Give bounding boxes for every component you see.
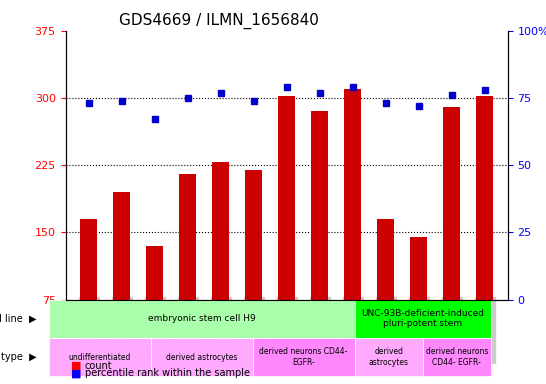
Bar (377, 219, 394, 367)
FancyBboxPatch shape (355, 300, 491, 338)
Text: derived astrocytes: derived astrocytes (166, 353, 238, 362)
Text: ■: ■ (71, 368, 81, 378)
Bar (443, 107, 460, 367)
Bar (311, 111, 328, 367)
Text: GDS4669 / ILMN_1656840: GDS4669 / ILMN_1656840 (118, 13, 318, 29)
Bar (477, 96, 493, 367)
Text: UNC-93B-deficient-induced
pluri­potent stem: UNC-93B-deficient-induced pluri­potent s… (361, 309, 484, 328)
Bar (180, 174, 196, 367)
Text: cell line  ▶: cell line ▶ (0, 314, 37, 324)
Bar (146, 246, 163, 367)
Text: undifferentiated: undifferentiated (68, 353, 130, 362)
Bar (278, 96, 295, 367)
Text: embryonic stem cell H9: embryonic stem cell H9 (148, 314, 256, 323)
Text: count: count (85, 361, 112, 371)
Bar (212, 162, 229, 367)
Bar (114, 192, 130, 367)
FancyBboxPatch shape (151, 338, 253, 376)
Text: percentile rank within the sample: percentile rank within the sample (85, 368, 250, 378)
FancyBboxPatch shape (423, 338, 491, 376)
Bar (411, 237, 427, 367)
FancyBboxPatch shape (355, 338, 423, 376)
Bar (245, 170, 262, 367)
Bar (80, 219, 97, 367)
Text: cell type  ▶: cell type ▶ (0, 352, 37, 362)
FancyBboxPatch shape (253, 338, 355, 376)
FancyBboxPatch shape (49, 300, 355, 338)
Text: derived
astrocytes: derived astrocytes (369, 348, 409, 367)
Bar (345, 89, 361, 367)
Text: derived neurons CD44-
EGFR-: derived neurons CD44- EGFR- (259, 348, 348, 367)
FancyBboxPatch shape (49, 338, 151, 376)
Text: derived neurons
CD44- EGFR-: derived neurons CD44- EGFR- (425, 348, 488, 367)
Text: ■: ■ (71, 361, 81, 371)
